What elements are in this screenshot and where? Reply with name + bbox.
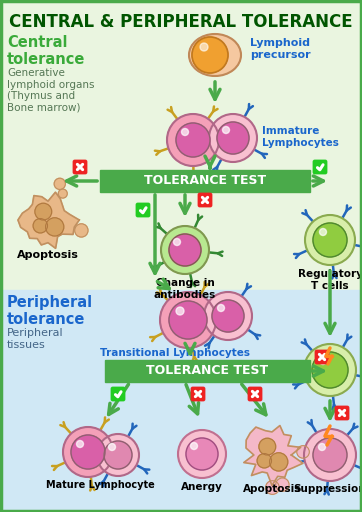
Circle shape: [173, 239, 181, 245]
Circle shape: [109, 443, 115, 451]
Circle shape: [35, 203, 52, 220]
Circle shape: [33, 219, 47, 233]
Circle shape: [218, 305, 224, 311]
Text: CENTRAL & PERIPHERAL TOLERANCE: CENTRAL & PERIPHERAL TOLERANCE: [9, 13, 353, 31]
Circle shape: [266, 481, 279, 495]
Circle shape: [176, 307, 184, 315]
Polygon shape: [18, 192, 79, 248]
Circle shape: [169, 301, 207, 339]
FancyBboxPatch shape: [191, 387, 205, 401]
FancyBboxPatch shape: [248, 387, 262, 401]
FancyBboxPatch shape: [313, 160, 327, 174]
Circle shape: [312, 352, 348, 388]
Circle shape: [305, 215, 355, 265]
Text: Peripheral
tolerance: Peripheral tolerance: [7, 295, 93, 327]
Bar: [0, 290, 362, 512]
Circle shape: [104, 441, 132, 469]
Bar: [105, 360, 310, 382]
Circle shape: [54, 178, 66, 189]
Circle shape: [167, 114, 219, 166]
Text: Apoptosis: Apoptosis: [17, 250, 79, 260]
Circle shape: [276, 478, 289, 492]
FancyBboxPatch shape: [111, 387, 125, 401]
Text: Transitional Lymphocytes: Transitional Lymphocytes: [100, 348, 250, 358]
Circle shape: [257, 454, 272, 468]
Text: Suppression: Suppression: [294, 484, 362, 494]
Circle shape: [319, 443, 325, 451]
Circle shape: [313, 223, 347, 257]
Circle shape: [178, 430, 226, 478]
FancyBboxPatch shape: [198, 194, 212, 207]
Circle shape: [46, 218, 64, 236]
Text: Peripheral
tissues: Peripheral tissues: [7, 328, 64, 350]
Circle shape: [320, 228, 327, 236]
Circle shape: [204, 292, 252, 340]
Circle shape: [63, 427, 113, 477]
Circle shape: [217, 122, 249, 154]
Ellipse shape: [189, 34, 241, 76]
Text: TOLERANCE TEST: TOLERANCE TEST: [146, 365, 268, 377]
Bar: [100, 170, 310, 192]
Text: Regulatory
T cells: Regulatory T cells: [298, 269, 362, 291]
Text: Change in
antibodies: Change in antibodies: [154, 278, 216, 300]
Circle shape: [259, 438, 276, 455]
Text: Immature
Lymphocytes: Immature Lymphocytes: [262, 126, 339, 147]
Text: Lymphoid
precursor: Lymphoid precursor: [250, 38, 311, 59]
Circle shape: [190, 442, 198, 450]
Circle shape: [297, 445, 309, 458]
Text: TOLERANCE TEST: TOLERANCE TEST: [144, 175, 266, 187]
Text: Apoptosis: Apoptosis: [243, 484, 301, 494]
Circle shape: [71, 435, 105, 469]
Circle shape: [76, 440, 84, 447]
Circle shape: [200, 43, 208, 51]
Circle shape: [192, 37, 228, 73]
Bar: [0, 0, 362, 290]
Circle shape: [212, 300, 244, 332]
Circle shape: [75, 224, 88, 237]
Polygon shape: [244, 425, 303, 485]
Text: Anergy: Anergy: [181, 482, 223, 492]
Circle shape: [186, 438, 218, 470]
Circle shape: [181, 129, 189, 136]
Text: Mature Lymphocyte: Mature Lymphocyte: [46, 480, 154, 490]
FancyBboxPatch shape: [335, 407, 349, 420]
Circle shape: [161, 226, 209, 274]
Circle shape: [176, 123, 210, 157]
Circle shape: [223, 126, 230, 134]
Circle shape: [58, 189, 67, 198]
Circle shape: [169, 234, 201, 266]
Text: Central
tolerance: Central tolerance: [7, 35, 85, 68]
Circle shape: [97, 434, 139, 476]
Circle shape: [160, 292, 216, 348]
Circle shape: [304, 344, 356, 396]
FancyBboxPatch shape: [315, 350, 329, 364]
FancyBboxPatch shape: [73, 160, 87, 174]
Circle shape: [313, 438, 347, 472]
Circle shape: [270, 453, 288, 471]
Circle shape: [209, 114, 257, 162]
Circle shape: [304, 429, 356, 481]
Text: Generative
lymphoid organs
(Thymus and
Bone marrow): Generative lymphoid organs (Thymus and B…: [7, 68, 94, 113]
Circle shape: [320, 357, 327, 365]
FancyBboxPatch shape: [136, 203, 150, 217]
